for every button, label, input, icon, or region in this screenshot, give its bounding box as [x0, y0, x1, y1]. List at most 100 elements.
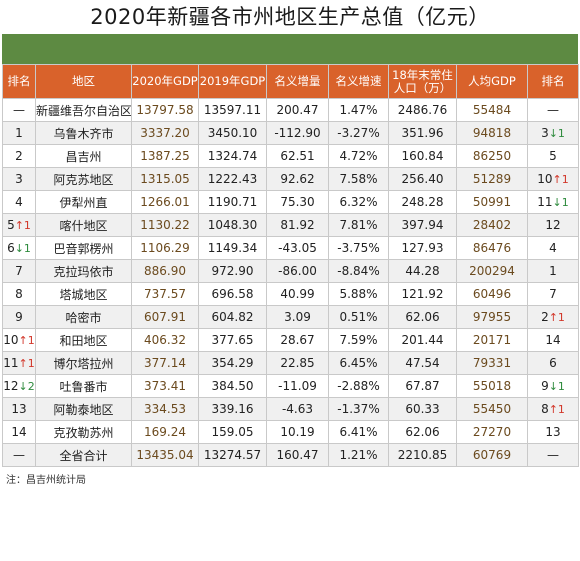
cell-per-capita-rank-value: 13: [545, 425, 561, 439]
cell-increment-value: 75.30: [280, 195, 315, 209]
cell-gdp-2020: 1106.29: [131, 236, 199, 260]
table-row: 1 乌鲁木齐市 3337.20 3450.10 -112.90 -3.27% 351.96 9…: [2, 121, 579, 145]
cell-gdp-2019-value: 13274.57: [203, 448, 262, 462]
cell-growth: 5.88%: [328, 282, 389, 306]
cell-gdp-2020-value: 1387.25: [140, 149, 190, 163]
cell-growth: -8.84%: [328, 259, 389, 283]
cell-gdp-2020: 1315.05: [131, 167, 199, 191]
cell-per-capita-rank: 4: [527, 236, 579, 260]
table-row: 8 塔城地区 737.57 696.58 40.99 5.88% 121.92 60496 7: [2, 282, 579, 306]
cell-gdp-2020: 406.32: [131, 328, 199, 352]
rank-up-arrow-icon: ↑1: [18, 357, 35, 370]
col-header: 名义增量: [266, 64, 329, 99]
cell-population-value: 160.84: [401, 149, 444, 163]
cell-gdp-2020-value: 334.53: [144, 402, 186, 416]
cell-gdp-2020-value: 406.32: [144, 333, 186, 347]
cell-region: 博尔塔拉州: [35, 351, 132, 375]
cell-population-value: 62.06: [405, 310, 440, 324]
cell-per-capita-gdp-value: 94818: [472, 126, 512, 140]
cell-rank: —: [2, 443, 36, 467]
cell-population-value: 127.93: [401, 241, 444, 255]
cell-per-capita-gdp-value: 27270: [472, 425, 512, 439]
cell-region-value: 新疆维吾尔自治区: [36, 103, 132, 118]
cell-gdp-2019: 3450.10: [198, 121, 267, 145]
cell-region: 塔城地区: [35, 282, 132, 306]
cell-increment-value: 28.67: [280, 333, 315, 347]
cell-region: 和田地区: [35, 328, 132, 352]
rank-up-arrow-icon: ↑1: [18, 334, 35, 347]
cell-growth-value: -3.75%: [337, 241, 380, 255]
cell-growth-value: 7.58%: [339, 172, 378, 186]
cell-rank-value: —: [13, 103, 25, 117]
cell-gdp-2020-value: 1315.05: [140, 172, 190, 186]
cell-per-capita-gdp: 60769: [456, 443, 528, 467]
cell-per-capita-gdp-value: 97955: [472, 310, 512, 324]
cell-gdp-2019-value: 354.29: [211, 356, 254, 370]
cell-increment: 22.85: [266, 351, 329, 375]
cell-per-capita-gdp-value: 55018: [472, 379, 512, 393]
rank-down-arrow-icon: ↓1: [14, 242, 31, 255]
cell-gdp-2020: 373.41: [131, 374, 199, 398]
cell-rank-value: 6: [7, 241, 15, 255]
rank-up-arrow-icon: ↑1: [552, 173, 569, 186]
cell-region-value: 巴音郭楞州: [53, 241, 114, 256]
cell-gdp-2020: 1130.22: [131, 213, 199, 237]
cell-rank: 8: [2, 282, 36, 306]
cell-gdp-2020: 886.90: [131, 259, 199, 283]
cell-gdp-2020: 737.57: [131, 282, 199, 306]
cell-per-capita-rank: 8↑1: [527, 397, 579, 421]
cell-population-value: 60.33: [405, 402, 440, 416]
rank-down-arrow-icon: ↓1: [548, 380, 565, 393]
cell-population: 47.54: [388, 351, 457, 375]
cell-growth: 0.51%: [328, 305, 389, 329]
rank-down-arrow-icon: ↓1: [552, 196, 569, 209]
cell-region-value: 喀什地区: [59, 218, 108, 233]
cell-region: 新疆维吾尔自治区: [35, 98, 132, 122]
cell-gdp-2019: 384.50: [198, 374, 267, 398]
table-row: 9 哈密市 607.91 604.82 3.09 0.51% 62.06 97955 2↑1: [2, 305, 579, 329]
cell-gdp-2019: 1149.34: [198, 236, 267, 260]
cell-gdp-2020-value: 13435.04: [136, 448, 194, 462]
cell-gdp-2019-value: 13597.11: [203, 103, 262, 117]
cell-growth-value: 6.32%: [339, 195, 378, 209]
cell-gdp-2019: 972.90: [198, 259, 267, 283]
cell-population: 2210.85: [388, 443, 457, 467]
cell-rank: 2: [2, 144, 36, 168]
cell-per-capita-rank: 6: [527, 351, 579, 375]
gdp-table: 排名 地区 2020年GDP 2019年GDP 名义增量 名义增速 18年末常住…: [2, 64, 579, 467]
col-header-text: 18年末常住人口（万）: [392, 67, 453, 95]
cell-per-capita-gdp-value: 86250: [472, 149, 512, 163]
cell-per-capita-gdp: 50991: [456, 190, 528, 214]
rank-down-arrow-icon: ↓2: [18, 380, 35, 393]
cell-rank-value: 8: [15, 287, 23, 301]
cell-per-capita-rank: 12: [527, 213, 579, 237]
cell-gdp-2019: 339.16: [198, 397, 267, 421]
cell-population-value: 2486.76: [397, 103, 448, 117]
cell-growth-value: 7.81%: [339, 218, 378, 232]
cell-per-capita-gdp-value: 50991: [472, 195, 512, 209]
cell-increment: 40.99: [266, 282, 329, 306]
cell-rank-value: 4: [15, 195, 23, 209]
cell-increment: 10.19: [266, 420, 329, 444]
cell-rank: 14: [2, 420, 36, 444]
cell-growth: -3.75%: [328, 236, 389, 260]
cell-gdp-2020-value: 1130.22: [140, 218, 190, 232]
cell-growth-value: 1.47%: [339, 103, 378, 117]
cell-gdp-2019: 377.65: [198, 328, 267, 352]
cell-gdp-2019: 696.58: [198, 282, 267, 306]
cell-per-capita-rank-value: 11: [537, 195, 553, 209]
cell-population: 256.40: [388, 167, 457, 191]
cell-increment: -86.00: [266, 259, 329, 283]
cell-population: 121.92: [388, 282, 457, 306]
cell-gdp-2020: 377.14: [131, 351, 199, 375]
table-row: 12↓2 吐鲁番市 373.41 384.50 -11.09 -2.88% 67.87 550…: [2, 374, 579, 398]
table-row: 6↓1 巴音郭楞州 1106.29 1149.34 -43.05 -3.75% 127.93…: [2, 236, 579, 260]
cell-rank: 6↓1: [2, 236, 36, 260]
cell-rank-value: 7: [15, 264, 23, 278]
cell-growth-value: -1.37%: [337, 402, 380, 416]
cell-increment: 75.30: [266, 190, 329, 214]
cell-region: 喀什地区: [35, 213, 132, 237]
cell-population: 201.44: [388, 328, 457, 352]
cell-gdp-2020-value: 169.24: [144, 425, 186, 439]
cell-region: 伊犁州直: [35, 190, 132, 214]
